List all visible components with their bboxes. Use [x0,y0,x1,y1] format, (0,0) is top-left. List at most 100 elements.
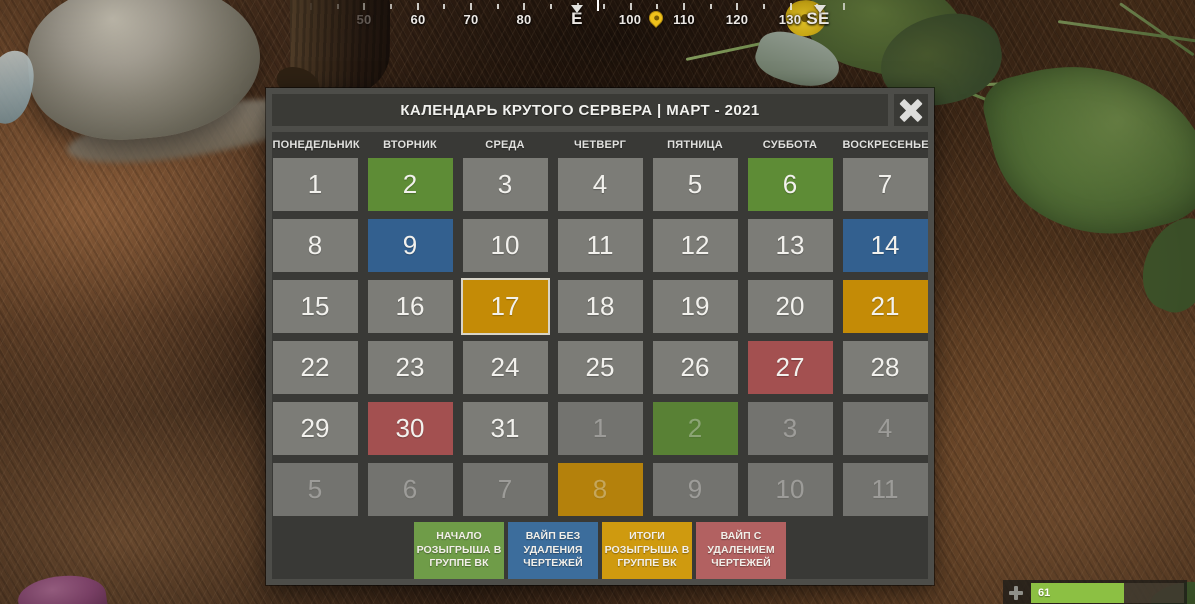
calendar-grid: 1 2 3 4 5 6 7 8 9 10 11 12 13 14 15 16 17 18 19 20 21 22 23 24 2… [272,158,928,516]
calendar-legend: НАЧАЛО РОЗЫГРЫША В ГРУППЕ ВК ВАЙП БЕЗ УДАЛЕН… [272,522,928,579]
compass-label-50: 50 [356,12,372,27]
compass-tick [336,4,339,9]
day-cell-15: 15 [272,280,358,333]
close-button[interactable] [894,94,928,126]
health-bar-track: 61 [1031,583,1184,603]
day-number: 4 [877,413,893,443]
day-cell-9-next-month: 9 [652,463,738,516]
day-cell-28: 28 [842,341,928,394]
health-bar-fill: 61 [1031,583,1125,603]
day-cell-23: 23 [367,341,453,394]
day-number: 16 [395,291,425,321]
day-number: 3 [782,413,798,443]
day-cell-31: 31 [462,402,548,455]
day-cell-11-next-month: 11 [842,463,928,516]
day-cell-1: 1 [272,158,358,211]
compass-label-130: 130 [778,12,802,27]
day-cell-22: 22 [272,341,358,394]
day-cell-25: 25 [557,341,643,394]
legend-label-line: УДАЛЕНИЯ [523,543,583,556]
day-cell-9: 9 [367,219,453,272]
day-number: 10 [490,230,520,260]
compass-tick [443,4,446,9]
day-number: 8 [307,230,323,260]
compass-tick [416,3,419,10]
compass-label-SE: SE [806,9,830,28]
day-cell-20: 20 [747,280,833,333]
day-cell-3-next-month: 3 [747,402,833,455]
day-cell-11: 11 [557,219,643,272]
day-number: 9 [402,230,418,260]
day-cell-4: 4 [557,158,643,211]
compass-label-100: 100 [618,12,642,27]
compass-tick [709,4,712,9]
legend-label-line: ИТОГИ [629,530,665,543]
compass-label-110: 110 [673,12,695,27]
weekday-saturday: СУББОТА [762,139,818,151]
compass-tick [469,3,472,10]
weekday-sunday: ВОСКРЕСЕНЬЕ [842,139,929,151]
day-number: 21 [870,291,900,321]
compass-tick [523,3,526,10]
day-cell-3: 3 [462,158,548,211]
day-cell-16: 16 [367,280,453,333]
calendar-title: КАЛЕНДАРЬ КРУТОГО СЕРВЕРА | МАРТ - 2021 [400,101,760,119]
day-cell-8: 8 [272,219,358,272]
day-number: 14 [870,230,900,260]
compass-label-E: E [571,9,583,28]
day-number: 28 [870,352,900,382]
legend-wipe-blueprints: ВАЙП С УДАЛЕНИЕМ ЧЕРТЕЖЕЙ [696,522,786,579]
weekday-friday: ПЯТНИЦА [667,139,723,151]
compass-label-60: 60 [410,12,426,27]
compass-tick [683,3,686,10]
day-number: 6 [782,169,798,199]
day-number: 26 [680,352,710,382]
compass-tick [310,3,312,10]
day-number: 2 [687,413,703,443]
compass-center-tick [597,0,599,11]
day-number: 7 [497,474,513,504]
day-cell-10: 10 [462,219,548,272]
day-cell-7-next-month: 7 [462,463,548,516]
day-number: 19 [680,291,710,321]
compass-tick [629,3,632,10]
calendar-titlebar-row: КАЛЕНДАРЬ КРУТОГО СЕРВЕРА | МАРТ - 2021 [272,94,928,126]
day-cell-19: 19 [652,280,738,333]
day-cell-6-next-month: 6 [367,463,453,516]
day-cell-21: 21 [842,280,928,333]
compass-tick [496,4,499,9]
day-cell-8-next-month: 8 [557,463,643,516]
legend-giveaway-results: ИТОГИ РОЗЫГРЫША В ГРУППЕ ВК [602,522,692,579]
weekday-thursday: ЧЕТВЕРГ [573,139,627,151]
compass-label-120: 120 [725,12,749,27]
day-number: 29 [300,413,330,443]
calendar-titlebar: КАЛЕНДАРЬ КРУТОГО СЕРВЕРА | МАРТ - 2021 [272,94,888,126]
compass-tick [763,4,766,9]
plus-icon [1006,583,1026,603]
weekday-header-row: ПОНЕДЕЛЬНИК ВТОРНИК СРЕДА ЧЕТВЕРГ ПЯТНИЦ… [272,132,929,158]
compass-label-70: 70 [463,12,479,27]
map-pin-icon [646,8,666,28]
day-number: 20 [775,291,805,321]
day-cell-4-next-month: 4 [842,402,928,455]
legend-label-line: НАЧАЛО [436,530,482,543]
legend-label-line: ВАЙП БЕЗ [525,530,581,543]
day-number: 2 [402,169,418,199]
day-cell-27: 27 [747,341,833,394]
compass-tick [363,3,366,10]
day-number: 30 [395,413,425,443]
day-number: 9 [687,474,703,504]
day-cell-14: 14 [842,219,928,272]
day-number: 22 [300,352,330,382]
compass-tick [549,4,552,9]
day-number: 5 [687,169,703,199]
day-number: 8 [592,474,608,504]
compass-tick [656,4,659,9]
day-number: 24 [490,352,520,382]
day-number: 11 [586,230,614,260]
day-number: 6 [402,474,418,504]
day-number: 7 [877,169,893,199]
legend-label-line: ЧЕРТЕЖЕЙ [523,557,583,570]
day-cell-12: 12 [652,219,738,272]
